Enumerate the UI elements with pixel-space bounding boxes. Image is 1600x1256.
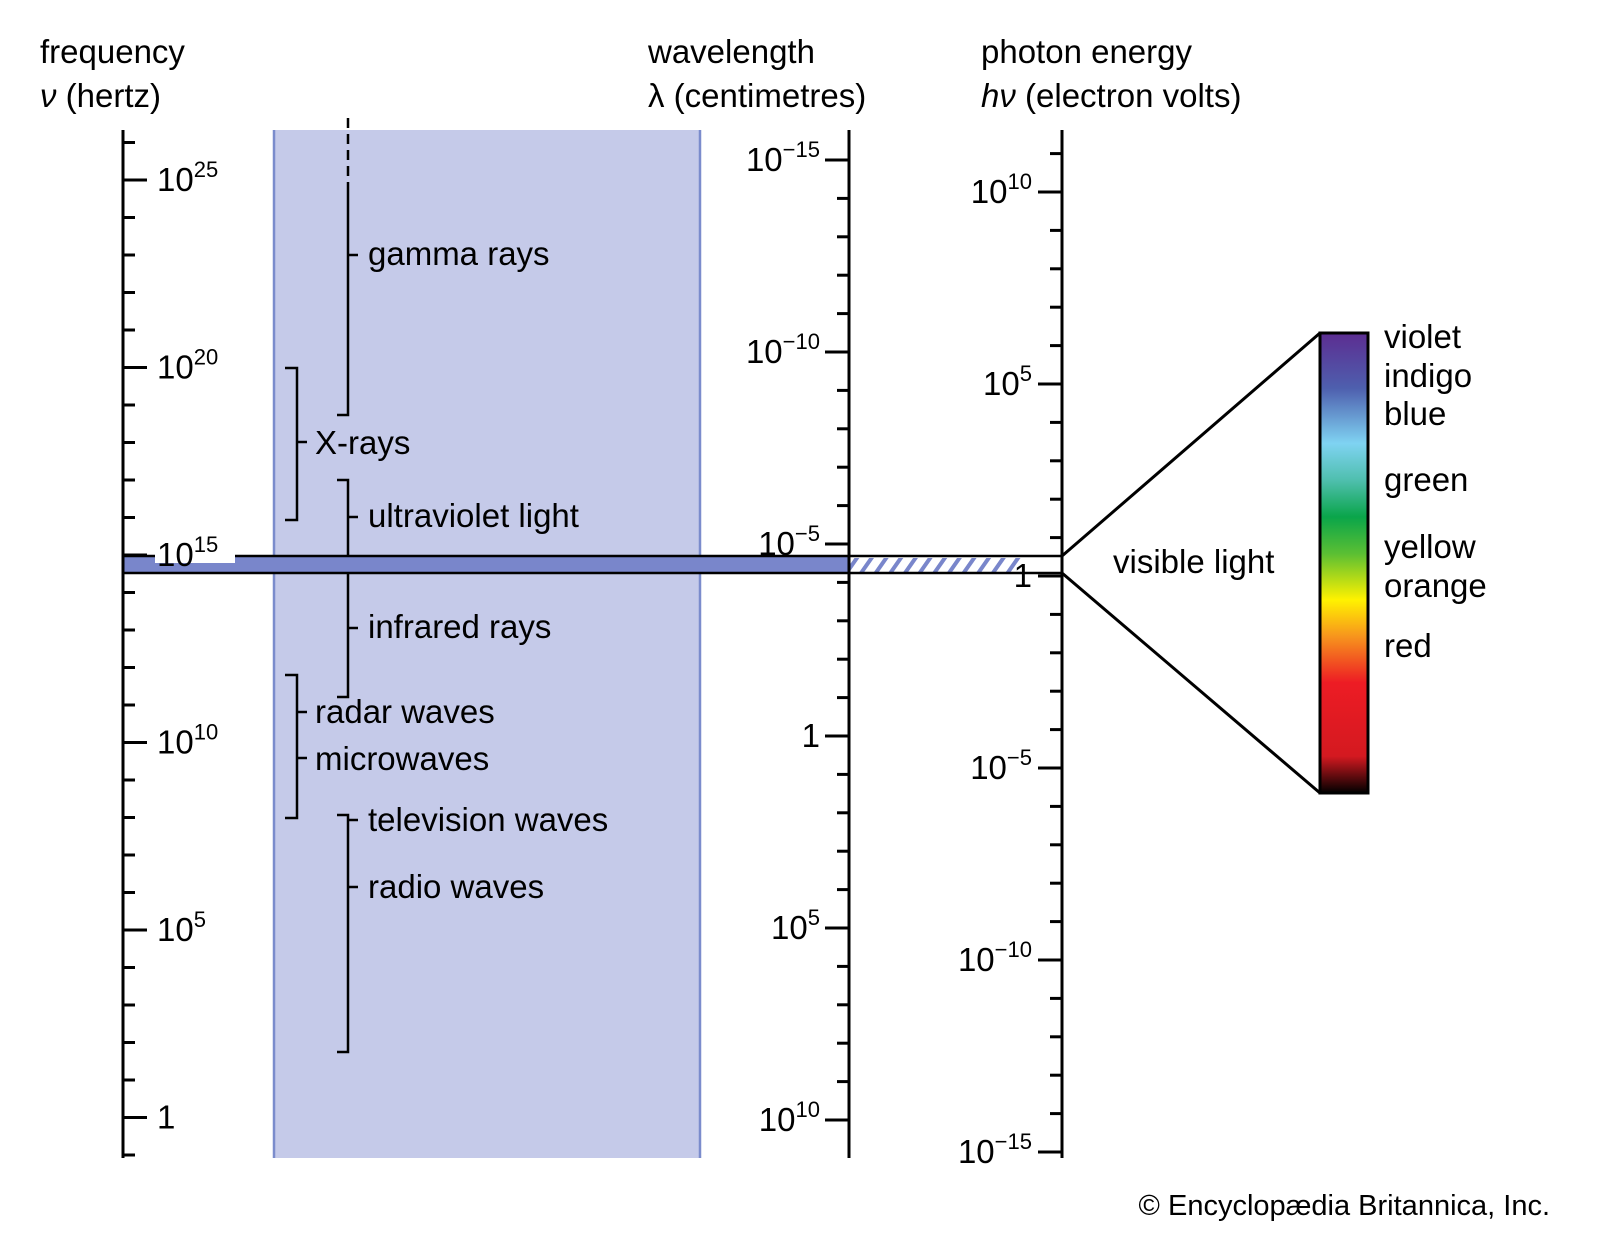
label-x-rays: X-rays bbox=[315, 424, 410, 461]
wavelength-tick-label: 1010 bbox=[759, 1097, 820, 1138]
color-orange: orange bbox=[1384, 567, 1487, 604]
frequency-tick-label: 1015 bbox=[157, 532, 218, 573]
color-violet: violet bbox=[1384, 318, 1461, 355]
label-visible-light: visible light bbox=[1113, 543, 1274, 580]
cone-line-bottom bbox=[1061, 571, 1321, 795]
wavelength-unit: λ (centimetres) bbox=[648, 77, 866, 114]
spectrum-band bbox=[273, 130, 701, 1158]
frequency-unit: ν (hertz) bbox=[40, 77, 161, 114]
cone-line-top bbox=[1061, 331, 1321, 558]
region-brackets bbox=[285, 118, 358, 1054]
tick-label-background bbox=[155, 531, 235, 563]
visible-band-hatched bbox=[849, 558, 1021, 572]
energy-tick-label: 1 bbox=[1014, 557, 1032, 594]
energy-header: photon energy bbox=[981, 33, 1193, 70]
copyright-credit: © Encyclopædia Britannica, Inc. bbox=[1139, 1190, 1550, 1222]
label-ultraviolet: ultraviolet light bbox=[368, 497, 579, 534]
energy-tick-label: 10−10 bbox=[958, 937, 1032, 978]
frequency-header: frequency bbox=[40, 33, 185, 70]
energy-tick-label: 10−5 bbox=[970, 745, 1032, 786]
wavelength-tick-label: 10−15 bbox=[746, 137, 820, 178]
energy-tick-label: 105 bbox=[983, 361, 1032, 402]
color-red: red bbox=[1384, 627, 1432, 664]
label-infrared: infrared rays bbox=[368, 608, 551, 645]
color-blue: blue bbox=[1384, 395, 1446, 432]
label-gamma-rays: gamma rays bbox=[368, 235, 550, 272]
frequency-tick-label: 1020 bbox=[157, 345, 218, 386]
color-yellow: yellow bbox=[1384, 528, 1476, 565]
color-indigo: indigo bbox=[1384, 357, 1472, 394]
label-microwaves: microwaves bbox=[315, 740, 489, 777]
wavelength-tick-label: 1 bbox=[802, 717, 820, 754]
wavelength-header: wavelength bbox=[647, 33, 815, 70]
label-radio: radio waves bbox=[368, 868, 544, 905]
visible-band bbox=[123, 556, 849, 573]
wavelength-tick-label: 10−10 bbox=[746, 329, 820, 370]
wavelength-tick-label: 10−5 bbox=[758, 521, 820, 562]
label-television: television waves bbox=[368, 801, 608, 838]
energy-tick-label: 10−15 bbox=[958, 1129, 1032, 1170]
frequency-tick-label: 1010 bbox=[157, 720, 218, 761]
color-spectrum-bar bbox=[1318, 331, 1370, 795]
color-green: green bbox=[1384, 461, 1468, 498]
energy-tick-label: 1010 bbox=[971, 169, 1032, 210]
label-radar: radar waves bbox=[315, 693, 495, 730]
wavelength-tick-label: 105 bbox=[771, 905, 820, 946]
energy-unit: hν (electron volts) bbox=[981, 77, 1241, 114]
frequency-tick-label: 1025 bbox=[157, 157, 218, 198]
frequency-tick-label: 105 bbox=[157, 907, 206, 948]
frequency-tick-label: 1 bbox=[157, 1099, 175, 1136]
